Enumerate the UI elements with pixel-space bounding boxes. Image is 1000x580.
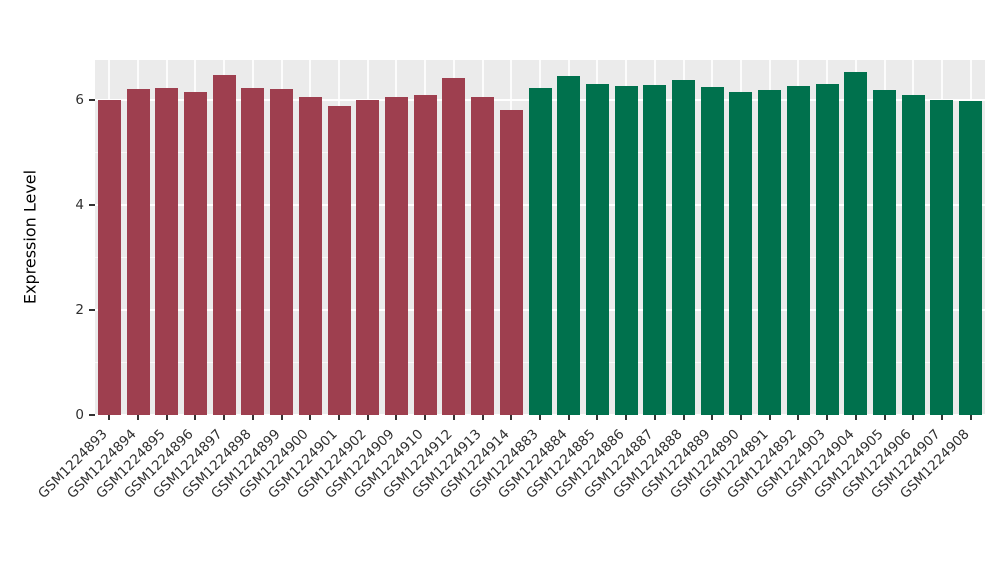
- y-tick-label: 4: [75, 196, 84, 213]
- x-tick-mark: [481, 415, 484, 420]
- bar: [97, 99, 121, 415]
- bar: [241, 87, 265, 415]
- bar: [499, 109, 523, 415]
- bar: [442, 77, 466, 415]
- x-tick-mark: [539, 415, 541, 420]
- x-tick-mark: [223, 415, 226, 420]
- bar: [298, 96, 322, 415]
- x-tick-mark: [366, 415, 369, 420]
- bar: [528, 87, 552, 415]
- plot-panel: [95, 60, 985, 416]
- x-tick-mark: [165, 415, 168, 420]
- y-tick-mark: [89, 98, 95, 101]
- x-tick-mark: [912, 415, 915, 420]
- x-tick-mark: [338, 415, 341, 420]
- bar: [155, 87, 179, 415]
- x-tick-mark: [711, 415, 714, 420]
- x-tick-mark: [625, 415, 628, 420]
- bar: [815, 84, 839, 415]
- y-tick-label: 2: [75, 301, 84, 318]
- x-tick-mark: [797, 415, 800, 420]
- x-tick-mark: [596, 415, 599, 420]
- bar: [126, 88, 150, 415]
- x-tick-mark: [424, 415, 427, 420]
- y-tick-label: 0: [75, 407, 84, 423]
- x-tick-mark: [826, 415, 829, 420]
- x-tick-mark: [452, 415, 455, 420]
- x-tick-mark: [510, 415, 513, 420]
- bar: [643, 84, 667, 415]
- bar: [356, 99, 380, 415]
- bar: [327, 105, 351, 415]
- bar: [672, 79, 696, 415]
- y-tick-mark: [89, 308, 95, 311]
- x-tick-mark: [280, 415, 283, 420]
- bar: [585, 84, 609, 415]
- bar: [758, 89, 782, 415]
- x-tick-mark: [251, 415, 254, 420]
- x-tick-mark: [969, 415, 972, 420]
- bar: [183, 92, 207, 415]
- x-tick-mark: [768, 415, 771, 420]
- x-tick-mark: [739, 415, 742, 420]
- x-tick-mark: [940, 415, 943, 420]
- bar: [959, 100, 983, 415]
- x-tick-mark: [309, 415, 312, 420]
- bar: [212, 74, 236, 415]
- x-tick-mark: [567, 415, 570, 420]
- bar: [471, 96, 495, 415]
- x-tick-mark: [854, 415, 857, 420]
- bar: [614, 85, 638, 415]
- bar: [786, 85, 810, 415]
- x-tick-mark: [108, 415, 111, 420]
- bar: [930, 99, 954, 415]
- bar: [729, 92, 753, 415]
- x-tick-mark: [137, 415, 140, 420]
- x-tick-mark: [395, 415, 398, 420]
- x-tick-mark: [194, 415, 197, 420]
- bar: [844, 72, 868, 415]
- y-axis-title: Expression Level: [20, 169, 40, 305]
- y-tick-mark: [89, 203, 95, 206]
- x-tick-mark: [883, 415, 886, 420]
- bar: [901, 94, 925, 415]
- bar: [413, 94, 437, 415]
- y-tick-label: 6: [75, 91, 84, 108]
- x-tick-mark: [682, 415, 685, 420]
- bar: [557, 75, 581, 415]
- bar: [700, 86, 724, 415]
- bar: [384, 96, 408, 415]
- bar: [873, 89, 897, 415]
- bar: [270, 88, 294, 415]
- y-tick-mark: [89, 414, 95, 416]
- x-tick-mark: [653, 415, 656, 420]
